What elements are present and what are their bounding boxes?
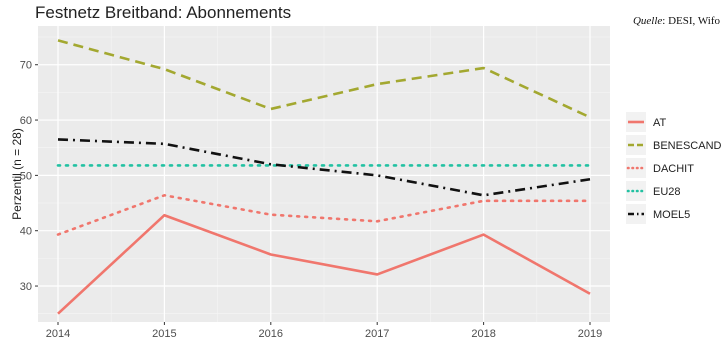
- y-tick-label: 50: [20, 170, 32, 182]
- series-line-moel5: [57, 138, 591, 197]
- x-tick-label: 2018: [471, 328, 495, 340]
- y-tick-label: 40: [20, 226, 32, 238]
- x-tick-label: 2019: [578, 328, 602, 340]
- legend-label-moel5: MOEL5: [653, 209, 690, 221]
- legend-label-at: AT: [653, 117, 667, 129]
- source-text: : DESI, Wifo: [662, 15, 720, 27]
- chart-title: Festnetz Breitband: Abonnements: [35, 3, 292, 22]
- legend-label-dachit: DACHIT: [653, 163, 694, 175]
- y-axis-label: Perzentil (n = 28): [10, 128, 24, 220]
- x-axis-ticks: 2014 2015 2016 2017 2018 2019: [46, 322, 602, 340]
- legend: AT BENESCAND DACHIT EU28 MOEL5: [626, 112, 722, 224]
- x-tick-label: 2015: [152, 328, 176, 340]
- source-label: Quelle: [632, 15, 663, 27]
- minor-gridlines: [38, 26, 610, 322]
- source-note: Quelle: DESI, Wifo: [633, 15, 720, 27]
- legend-key-moel5: [626, 204, 646, 224]
- legend-label-benescand: BENESCAND: [653, 140, 722, 152]
- x-tick-label: 2017: [365, 328, 389, 340]
- series-lines: [56, 39, 592, 315]
- legend-key-benescand: [626, 135, 646, 155]
- legend-label-eu28: EU28: [653, 186, 681, 198]
- y-axis-ticks: 30 40 50 60 70: [20, 60, 38, 293]
- y-tick-label: 60: [20, 115, 32, 127]
- x-tick-label: 2016: [259, 328, 283, 340]
- series-line-benescand: [57, 39, 591, 119]
- y-tick-label: 70: [20, 60, 32, 72]
- series-line-dachit: [56, 194, 592, 236]
- series-line-at: [57, 213, 591, 315]
- x-tick-label: 2014: [46, 328, 70, 340]
- major-gridlines: [38, 26, 610, 322]
- y-tick-label: 30: [20, 281, 32, 293]
